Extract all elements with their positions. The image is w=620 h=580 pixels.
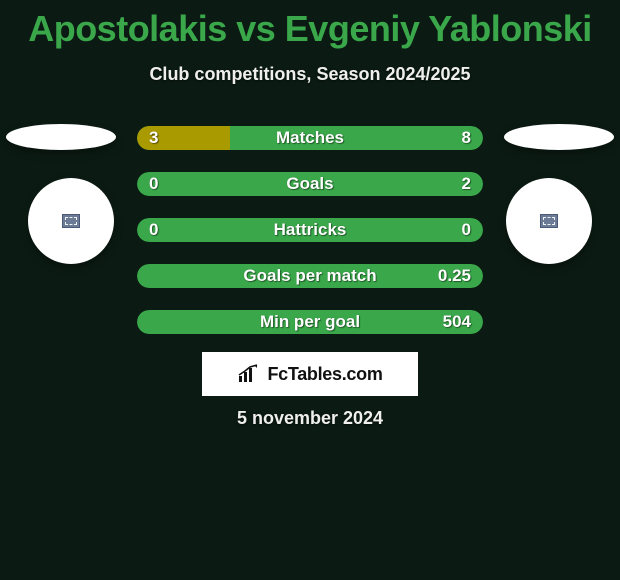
- bar-row: Min per goal 504: [137, 310, 483, 334]
- comparison-bars: 3 Matches 8 0 Goals 2 0 Hattricks 0 Goal…: [137, 126, 483, 334]
- bar-row: 0 Goals 2: [137, 172, 483, 196]
- player-portrait-right: [504, 124, 614, 150]
- bar-label: Goals per match: [243, 266, 376, 286]
- subtitle: Club competitions, Season 2024/2025: [0, 64, 620, 85]
- player-portrait-left: [6, 124, 116, 150]
- bar-label: Min per goal: [260, 312, 360, 332]
- bar-right-value: 504: [443, 312, 471, 332]
- bar-left-value: 3: [149, 128, 158, 148]
- placeholder-icon: [62, 214, 80, 228]
- bar-label: Hattricks: [274, 220, 347, 240]
- bar-left-value: 0: [149, 174, 158, 194]
- bar-label: Goals: [286, 174, 333, 194]
- bar-left-value: 0: [149, 220, 158, 240]
- bar-right-value: 0: [462, 220, 471, 240]
- bar-right-value: 8: [462, 128, 471, 148]
- club-crest-left: [28, 178, 114, 264]
- bar-label: Matches: [276, 128, 344, 148]
- brand-text: FcTables.com: [267, 364, 382, 385]
- bar-right-value: 2: [462, 174, 471, 194]
- date-label: 5 november 2024: [0, 408, 620, 429]
- club-crest-right: [506, 178, 592, 264]
- bar-row: 0 Hattricks 0: [137, 218, 483, 242]
- page-title: Apostolakis vs Evgeniy Yablonski: [0, 0, 620, 50]
- chart-icon: [237, 364, 263, 384]
- bar-row: 3 Matches 8: [137, 126, 483, 150]
- bar-row: Goals per match 0.25: [137, 264, 483, 288]
- brand-box: FcTables.com: [202, 352, 418, 396]
- placeholder-icon: [540, 214, 558, 228]
- bar-right-value: 0.25: [438, 266, 471, 286]
